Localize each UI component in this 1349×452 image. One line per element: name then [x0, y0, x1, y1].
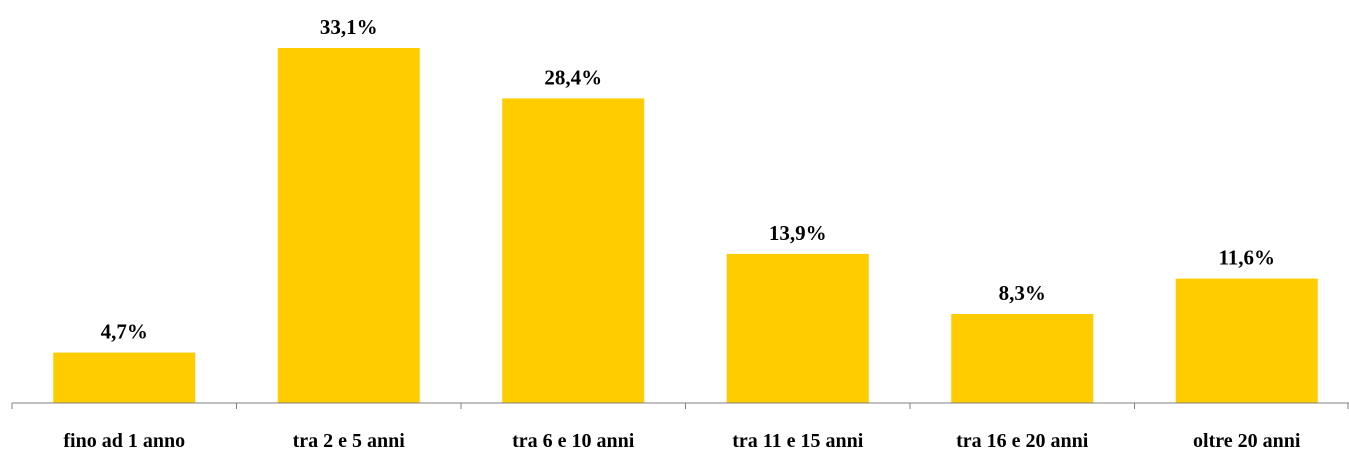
- bar: [502, 98, 645, 404]
- x-tick-label: tra 6 e 10 anni: [512, 430, 635, 452]
- bar: [726, 253, 869, 403]
- data-label: 13,9%: [769, 221, 827, 245]
- bar: [1175, 278, 1318, 403]
- data-label: 8,3%: [999, 281, 1046, 305]
- x-tick-label: tra 2 e 5 anni: [293, 430, 406, 452]
- x-tick-label: tra 11 e 15 anni: [732, 430, 864, 452]
- data-labels-group: 4,7% 33,1% 28,4% 13,9% 8,3% 11,6%: [101, 15, 1275, 344]
- x-tick-labels-group: fino ad 1 anno tra 2 e 5 anni tra 6 e 10 a…: [63, 430, 1301, 452]
- data-label: 33,1%: [320, 15, 378, 39]
- data-label: 28,4%: [544, 65, 602, 89]
- bar: [53, 352, 196, 403]
- bar: [951, 313, 1094, 403]
- x-tick-label: tra 16 e 20 anni: [956, 430, 1089, 452]
- bar: [277, 48, 420, 403]
- bars-group: [53, 48, 1318, 404]
- data-label: 11,6%: [1218, 246, 1275, 270]
- x-axis: [11, 402, 1349, 409]
- x-tick-label: fino ad 1 anno: [63, 430, 185, 452]
- x-tick-label: oltre 20 anni: [1193, 430, 1301, 452]
- data-label: 4,7%: [101, 320, 148, 344]
